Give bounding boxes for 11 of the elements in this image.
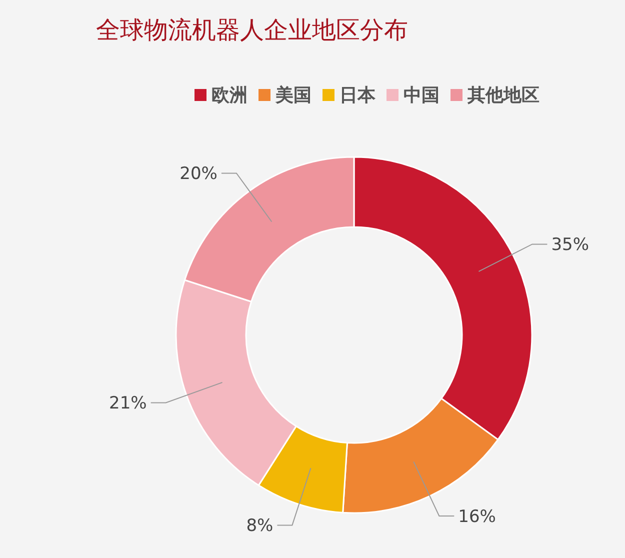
data-label: 20% xyxy=(180,164,218,184)
legend-label: 中国 xyxy=(404,85,440,106)
legend-label: 日本 xyxy=(340,85,376,106)
data-label: 35% xyxy=(551,235,589,256)
legend-label: 美国 xyxy=(274,85,312,106)
legend-label: 其他地区 xyxy=(466,85,540,106)
legend-label: 欧洲 xyxy=(212,85,248,106)
data-label: 8% xyxy=(246,516,274,536)
chart-title: 全球物流机器人企业地区分布 xyxy=(96,16,408,44)
data-label: 16% xyxy=(458,506,496,527)
data-label: 21% xyxy=(109,394,147,414)
